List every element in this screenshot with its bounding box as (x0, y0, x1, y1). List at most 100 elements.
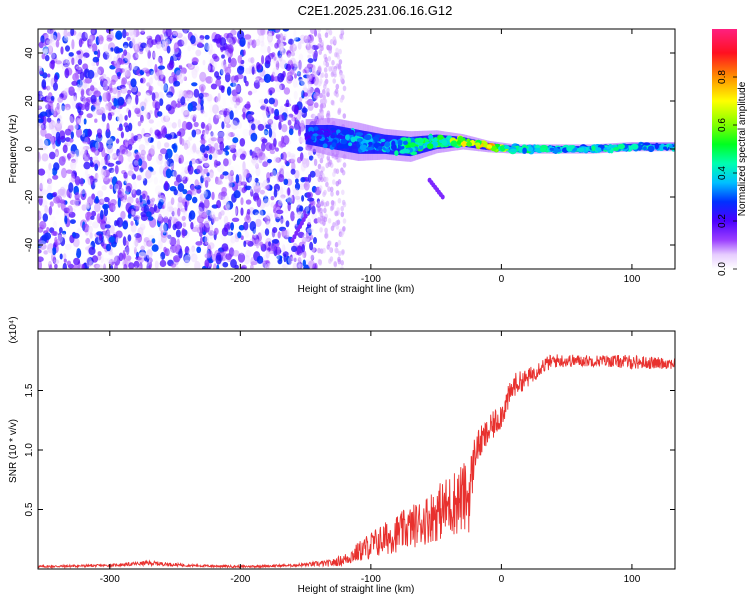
signal-cell (397, 140, 403, 146)
signal-cell (642, 146, 647, 151)
noise-cell (39, 70, 44, 75)
noise-cell (240, 181, 247, 186)
noise-cell (253, 79, 261, 89)
noise-cell (159, 98, 164, 106)
noise-cell (224, 238, 229, 244)
noise-cell (46, 226, 50, 233)
noise-cell (108, 251, 114, 256)
noise-cell (341, 189, 345, 196)
noise-cell (102, 51, 110, 60)
noise-cell (182, 263, 188, 269)
noise-cell (249, 221, 257, 232)
noise-cell (209, 169, 214, 179)
noise-cell (165, 195, 172, 201)
noise-cell (235, 84, 241, 93)
noise-cell (252, 209, 259, 216)
noise-cell (206, 123, 212, 131)
noise-cell (221, 54, 225, 59)
noise-cell (156, 120, 161, 128)
noise-cell (286, 151, 292, 160)
noise-cell (262, 198, 271, 208)
noise-cell (84, 137, 89, 145)
noise-cell (50, 135, 55, 145)
noise-cell (53, 74, 58, 83)
signal-cell (322, 143, 328, 148)
noise-cell (183, 110, 190, 118)
noise-cell (324, 72, 329, 79)
noise-cell (57, 136, 61, 145)
noise-cell (73, 198, 79, 208)
noise-cell (182, 164, 188, 171)
noise-cell (54, 120, 63, 128)
noise-cell (162, 115, 171, 123)
noise-cell (74, 176, 81, 186)
y-tick-label: 40 (24, 47, 35, 59)
noise-cell (54, 263, 58, 269)
noise-cell (162, 40, 167, 51)
noise-cell (301, 195, 305, 202)
noise-cell (177, 118, 182, 128)
noise-cell (44, 133, 53, 140)
noise-cell (213, 263, 217, 269)
noise-cell (73, 124, 79, 130)
noise-cell (228, 172, 234, 182)
noise-cell (293, 257, 297, 262)
noise-cell (301, 56, 306, 67)
noise-cell (202, 162, 210, 169)
noise-cell (184, 110, 190, 115)
signal-cell (308, 126, 314, 133)
noise-cell (176, 32, 183, 39)
noise-cell (146, 35, 153, 40)
noise-cell (277, 199, 283, 207)
noise-cell (44, 138, 51, 146)
noise-cell (148, 77, 153, 85)
noise-cell (56, 102, 60, 110)
noise-cell (138, 158, 143, 167)
noise-cell (102, 257, 109, 263)
noise-cell (46, 192, 54, 200)
noise-cell (215, 149, 224, 155)
noise-cell (85, 211, 92, 221)
noise-cell (250, 158, 257, 164)
noise-cell (56, 208, 60, 215)
noise-cell (62, 233, 66, 239)
noise-cell (124, 177, 128, 184)
noise-cell (117, 189, 122, 195)
colorbar-tick-label: 0.4 (717, 166, 728, 180)
noise-cell (317, 153, 322, 159)
signal-cell (345, 134, 350, 141)
noise-cell (287, 256, 294, 265)
noise-cell (281, 124, 288, 133)
noise-cell (219, 141, 225, 151)
noise-cell (87, 219, 93, 226)
noise-cell (216, 105, 224, 112)
noise-cell (159, 165, 164, 175)
noise-cell (114, 183, 120, 192)
noise-cell (269, 149, 276, 155)
noise-cell (170, 216, 176, 223)
noise-cell (269, 30, 273, 36)
noise-cell (199, 34, 205, 41)
noise-cell (125, 32, 129, 37)
noise-cell (298, 72, 302, 77)
noise-cell (319, 218, 324, 225)
noise-cell (90, 175, 94, 186)
signal-band-cell (382, 134, 385, 154)
noise-cell (246, 150, 251, 161)
noise-cell (78, 38, 83, 48)
noise-cell (132, 231, 137, 238)
noise-cell (115, 30, 123, 40)
noise-cell (324, 176, 329, 183)
noise-cell (215, 75, 222, 81)
noise-cell (222, 199, 227, 205)
noise-cell (146, 240, 153, 247)
noise-cell (191, 129, 197, 138)
noise-cell (242, 171, 246, 182)
noise-cell (287, 53, 292, 62)
noise-cell (106, 137, 113, 145)
noise-cell (158, 153, 163, 161)
y-tick-label: -20 (24, 189, 35, 204)
noise-cell (274, 95, 280, 100)
noise-cell (72, 237, 80, 248)
noise-cell (67, 60, 72, 68)
